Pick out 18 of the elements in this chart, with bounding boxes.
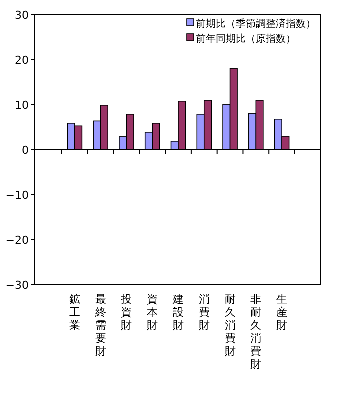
y-tick-label: −20 <box>6 234 29 247</box>
x-tick-label: 鉱工業 <box>69 293 80 332</box>
x-tick-label: 建設財 <box>172 293 184 332</box>
x-tick-label: 消費財 <box>198 293 210 332</box>
x-tick-label: 耐久消費財 <box>224 293 236 358</box>
legend-label: 前期比（季節調整済指数） <box>196 18 316 30</box>
y-tick-label: −10 <box>6 189 29 202</box>
y-tick-label: 30 <box>15 9 29 22</box>
y-tick-label: 20 <box>15 54 29 67</box>
x-tick-label: 投資財 <box>120 293 132 332</box>
x-tick-label: 生産財 <box>276 293 288 332</box>
x-tick-label: 最終需要財 <box>94 293 106 358</box>
x-tick-label: 資本財 <box>147 293 158 332</box>
x-tick-label: 非耐久消費財 <box>250 293 262 371</box>
y-tick-label: −30 <box>6 279 29 292</box>
y-tick-label: 0 <box>22 144 29 157</box>
y-tick-label: 10 <box>15 99 29 112</box>
legend-label: 前年同期比（原指数） <box>196 33 296 45</box>
